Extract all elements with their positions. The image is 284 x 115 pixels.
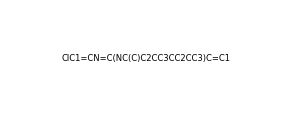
Text: ClC1=CN=C(NC(C)C2CC3CC2CC3)C=C1: ClC1=CN=C(NC(C)C2CC3CC2CC3)C=C1 — [61, 54, 230, 63]
